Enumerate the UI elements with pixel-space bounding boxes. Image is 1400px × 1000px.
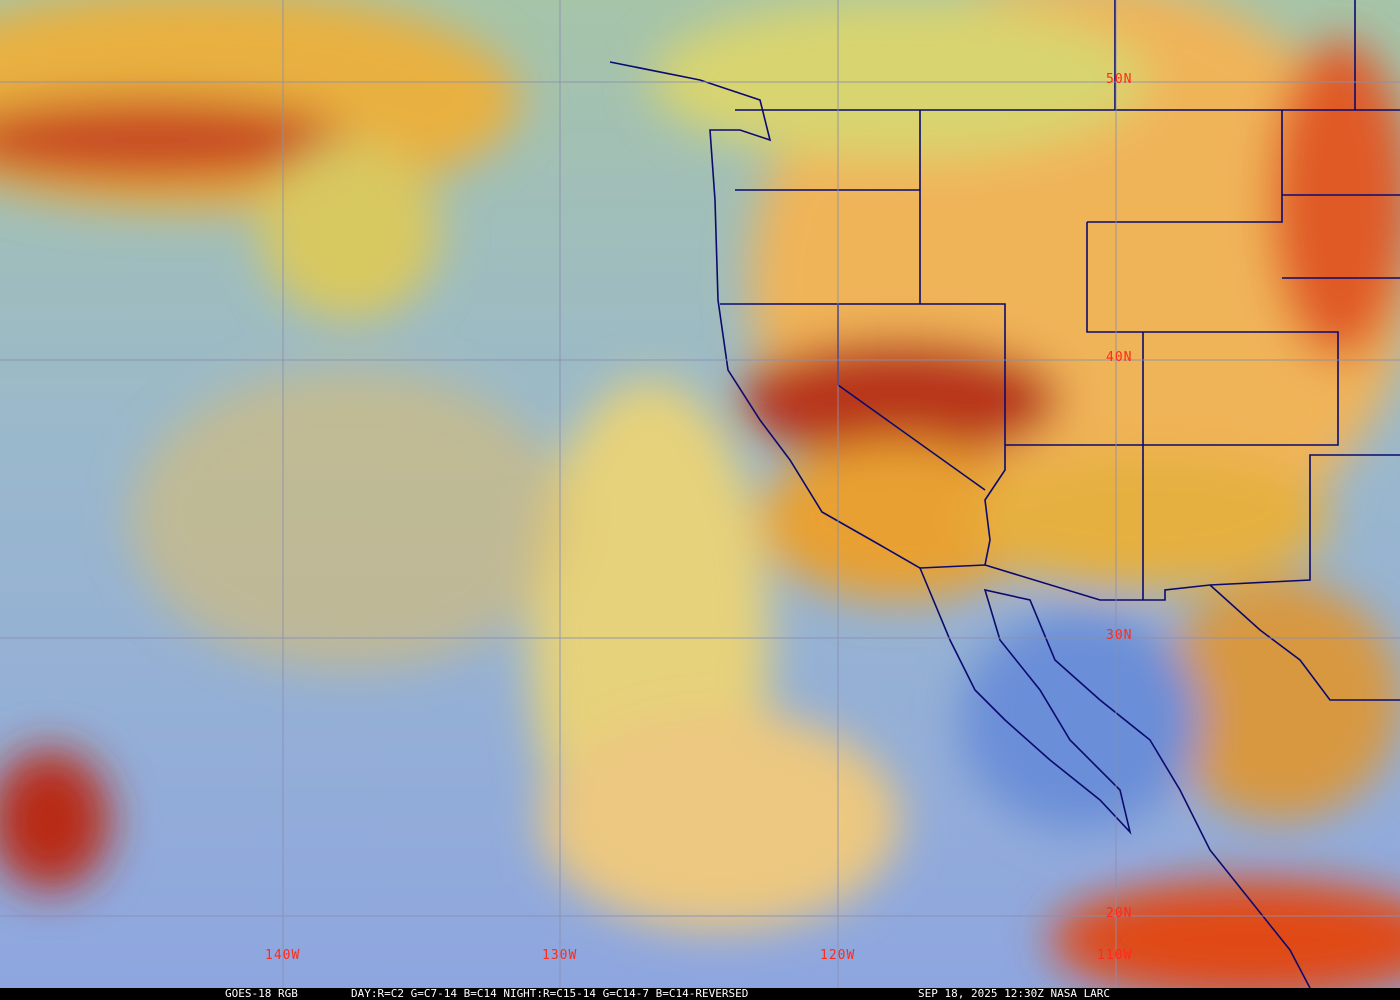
lon-label-130w: 130W <box>542 948 578 963</box>
lat-label-30n: 30N <box>1106 628 1133 643</box>
timestamp: SEP 18, 2025 12:30Z NASA LARC <box>918 987 1111 1000</box>
lat-label-40n: 40N <box>1106 350 1133 365</box>
caption-bar: GOES-18 RGB DAY:R=C2 G=C7-14 B=C14 NIGHT… <box>0 988 1400 1000</box>
rgb-recipe: DAY:R=C2 G=C7-14 B=C14 NIGHT:R=C15-14 G=… <box>351 987 749 1000</box>
lon-label-140w: 140W <box>265 948 301 963</box>
lat-label-20n: 20N <box>1106 906 1133 921</box>
lon-label-120w: 120W <box>820 948 856 963</box>
coastlines-and-borders <box>609 0 1400 988</box>
product-name: GOES-18 RGB <box>225 987 298 1000</box>
lon-label-110w: 110W <box>1097 948 1133 963</box>
lat-label-50n: 50N <box>1106 72 1133 87</box>
